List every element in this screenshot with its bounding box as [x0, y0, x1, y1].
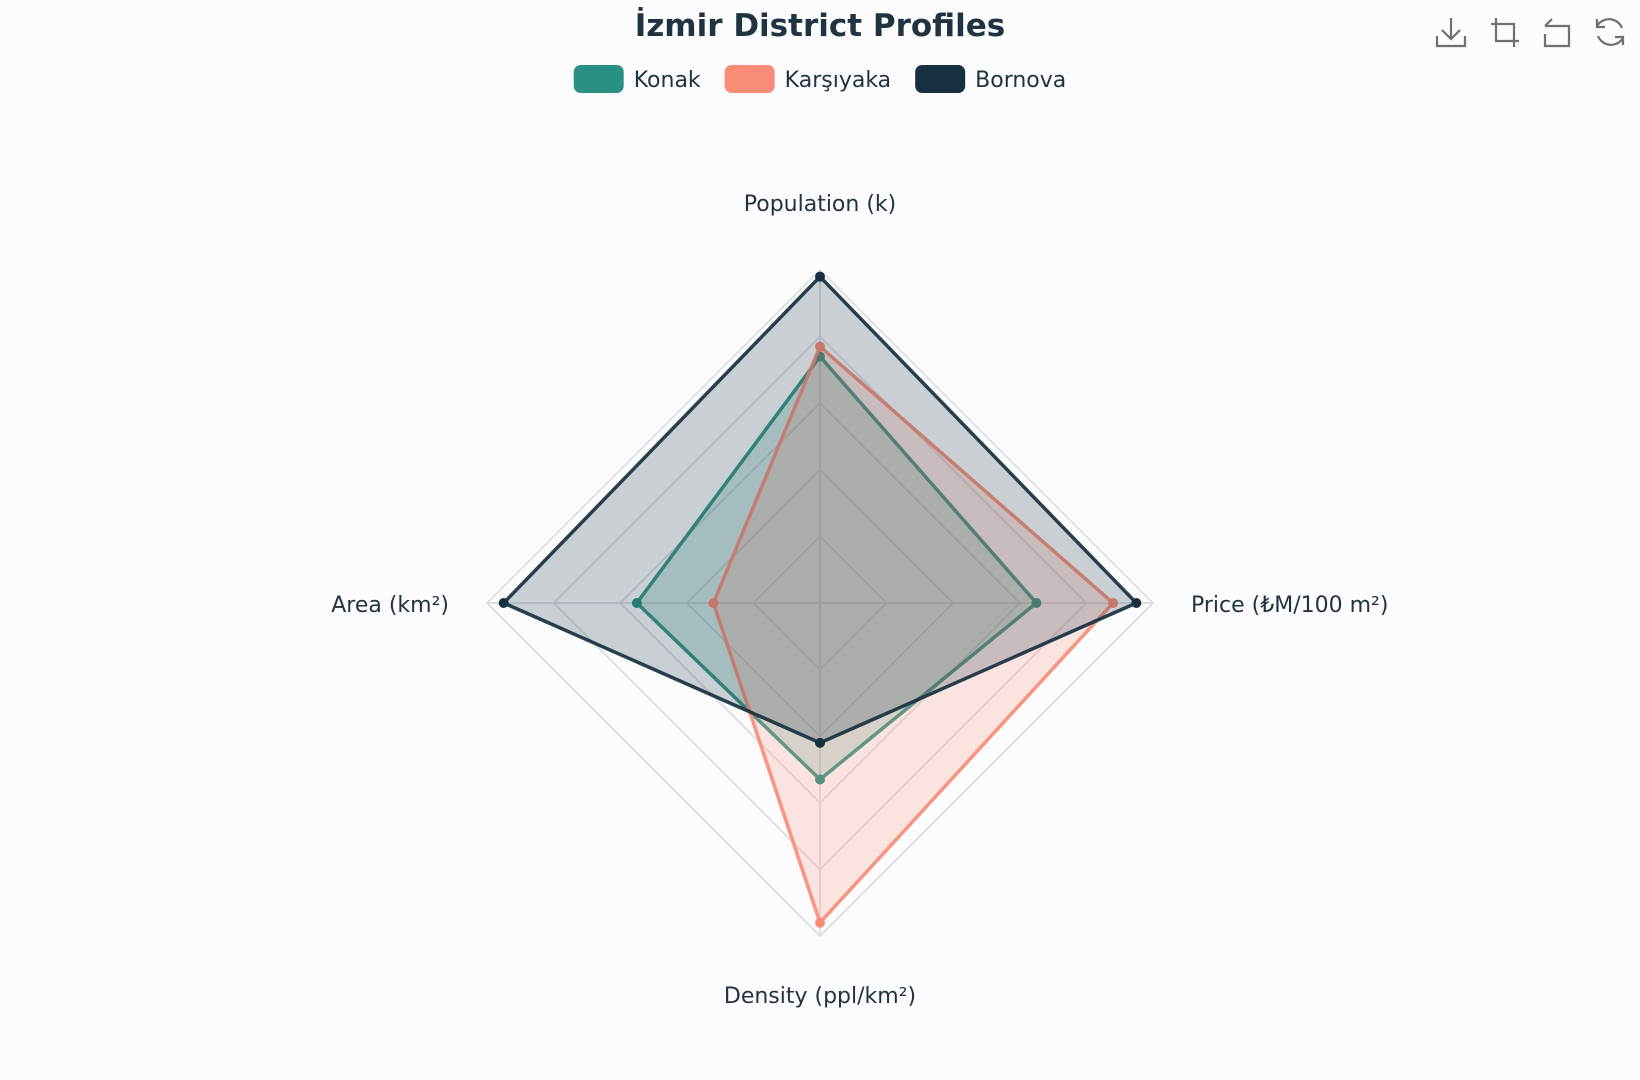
- radar-data-point[interactable]: [631, 598, 642, 608]
- toolbar: [1435, 16, 1627, 48]
- legend: Konak Karşıyaka Bornova: [573, 65, 1066, 93]
- radar-data-point[interactable]: [708, 598, 719, 608]
- legend-label: Konak: [634, 68, 701, 93]
- legend-swatch: [573, 65, 624, 93]
- legend-swatch: [724, 65, 775, 93]
- chart-title: İzmir District Profiles: [635, 8, 1006, 44]
- legend-item[interactable]: Karşıyaka: [724, 65, 891, 93]
- radar-data-point[interactable]: [1131, 598, 1142, 608]
- radar-indicator-label: Price (₺M/100 m²): [1191, 593, 1388, 618]
- radar-indicator-label: Population (k): [744, 192, 897, 217]
- legend-item[interactable]: Bornova: [915, 65, 1066, 93]
- download-icon[interactable]: [1435, 16, 1467, 48]
- legend-label: Bornova: [975, 68, 1066, 93]
- radar-series-layer: [498, 271, 1142, 928]
- radar-data-point[interactable]: [815, 271, 825, 282]
- radar-data-point[interactable]: [815, 774, 825, 785]
- radar-data-point[interactable]: [815, 917, 825, 928]
- radar-grid: [485, 268, 1155, 938]
- radar-data-point[interactable]: [498, 598, 509, 608]
- radar-indicator-label: Area (km²): [331, 593, 449, 618]
- radar-data-point[interactable]: [1108, 598, 1119, 608]
- radar-series-area: [503, 276, 1137, 743]
- radar-series: [708, 341, 1119, 928]
- crop-icon[interactable]: [1489, 16, 1521, 48]
- radar-indicator-labels: Population (k) Price (₺M/100 m²) Density (…: [331, 192, 1388, 1009]
- legend-item[interactable]: Konak: [573, 65, 701, 93]
- refresh-icon[interactable]: [1593, 16, 1627, 48]
- radar-chart: Population (k) Price (₺M/100 m²) Density (…: [331, 192, 1388, 1009]
- undo-icon[interactable]: [1541, 16, 1573, 48]
- legend-swatch: [915, 65, 966, 93]
- radar-data-point[interactable]: [815, 737, 825, 748]
- legend-label: Karşıyaka: [785, 68, 891, 93]
- radar-series: [498, 271, 1142, 748]
- radar-series-area: [713, 346, 1114, 923]
- radar-data-point[interactable]: [815, 341, 825, 352]
- radar-data-point[interactable]: [1031, 598, 1042, 608]
- radar-indicator-label: Density (ppl/km²): [724, 984, 916, 1009]
